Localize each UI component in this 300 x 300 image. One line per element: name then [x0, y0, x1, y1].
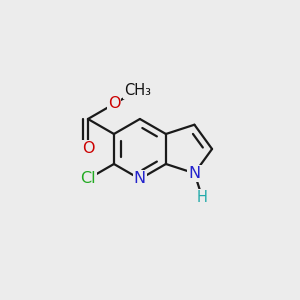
Text: O: O	[82, 142, 94, 157]
Text: H: H	[197, 190, 208, 205]
Text: Cl: Cl	[80, 172, 96, 187]
Text: O: O	[108, 97, 120, 112]
Text: N: N	[134, 172, 146, 187]
Text: N: N	[188, 166, 200, 181]
Text: CH₃: CH₃	[124, 83, 151, 98]
